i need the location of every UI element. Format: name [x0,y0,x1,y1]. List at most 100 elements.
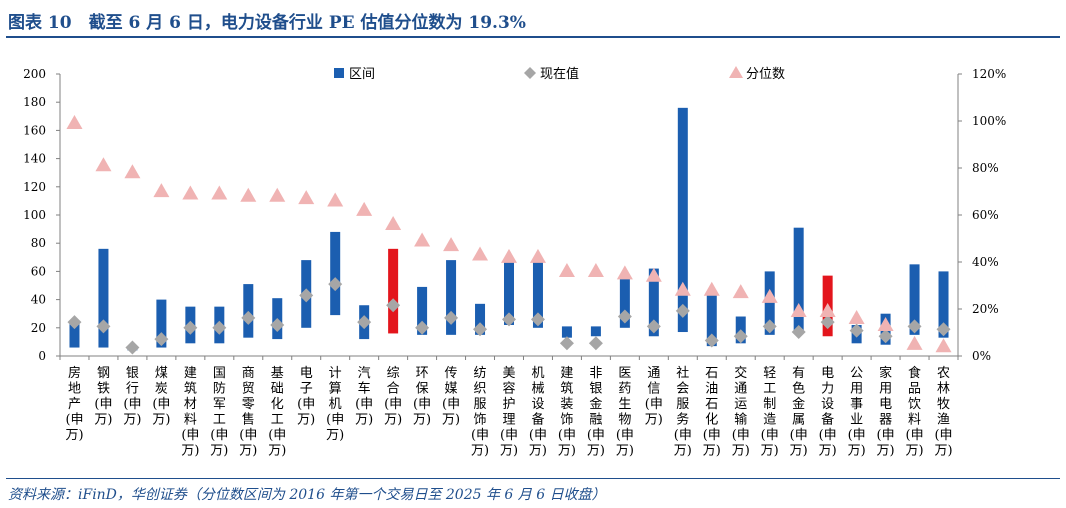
range-bar [330,231,341,316]
range-bar [938,271,949,338]
x-category-label: 美容护理(申万) [500,366,518,459]
current-value-diamond [820,315,835,330]
source-note: 资料来源：iFinD，华创证券（分位数区间为 2016 年第一个交易日至 202… [8,487,606,503]
x-category-label: 钢铁(申万) [94,366,112,428]
range-bar [561,326,572,338]
x-category-label: 机械设备(申万) [529,366,547,459]
range-bar [619,277,630,328]
current-value-diamond [241,310,256,325]
x-category-label: 有色金属(申万) [790,366,808,459]
current-value-diamond [530,312,545,327]
x-category-label: 电子(申万) [297,366,315,428]
current-value-diamond [704,333,719,348]
legend-range-swatch [334,68,344,78]
y-left-tick-label: 160 [23,123,46,137]
x-category-label: 建筑装饰(申万) [558,366,576,459]
range-bar [677,107,688,333]
current-value-diamond [183,320,198,335]
range-bar [98,248,109,348]
percentile-triangle [501,248,517,263]
percentile-triangle [732,284,749,299]
current-value-diamond [386,298,401,313]
percentile-triangle [790,302,807,317]
current-value-diamond [762,319,777,334]
footer-rule [6,478,1060,479]
x-category-label: 计算机(申万) [326,366,344,443]
pe-valuation-chart: 0 20 40 60 80 100 120 140 160 180 200 0% 20% 40% 60% 80… [23,66,1006,459]
percentile-triangle [66,114,83,129]
x-category-label: 基础化工(申万) [268,366,286,459]
x-category-label: 汽车(申万) [355,366,373,428]
percentile-triangle [443,237,460,252]
y-right-tick-label: 120% [972,67,1006,81]
current-value-diamond [559,336,574,351]
percentile-triangle [327,192,344,207]
current-value-diamond [473,322,488,337]
range-bar [475,303,486,335]
x-category-label: 传媒(申万) [442,366,460,428]
percentile-triangle [674,281,691,296]
y-left-tick-label: 120 [23,180,46,194]
y-left-tick-label: 0 [38,349,46,363]
percentile-triangle [761,288,778,303]
y-right-tick-label: 40% [972,255,999,269]
y-right-tick-label: 80% [972,161,999,175]
y-left-tick-label: 40 [31,293,46,307]
x-category-label: 医药生物(申万) [616,366,634,459]
x-category-label: 商贸零售(申万) [239,366,257,459]
range-bar [648,268,659,337]
percentile-triangle [472,246,489,261]
y-right-tick-label: 0% [972,349,991,363]
x-category-label: 综合(申万) [384,366,402,428]
percentile-triangle [298,190,315,205]
x-category-label: 社会服务(申万) [674,365,692,459]
category-labels: 房地产(申万) 钢铁(申万) 银行(申万) 煤炭(申万) 建筑材料(申万) 国防军工(申万… [65,365,952,459]
range-bar [417,286,428,335]
x-category-label: 建筑材料(申万) [181,366,199,459]
current-value-diamond [299,288,314,303]
legend-percentile-swatch [729,66,743,78]
current-value-diamond [125,340,140,355]
legend-current-swatch [524,67,536,79]
percentile-triangle [935,338,952,353]
current-value-diamond [936,322,951,337]
range-bar [764,271,775,335]
current-value-diamond [646,319,661,334]
percentile-triangle [558,263,575,277]
y-left-tick-label: 180 [23,95,46,109]
x-category-label: 环保(申万) [413,366,431,428]
current-value-diamond [617,309,632,324]
current-value-diamond [212,320,227,335]
percentile-triangle [819,302,836,317]
percentile-triangle [240,187,257,202]
percentile-triangle [848,310,865,324]
percentile-triangle [153,183,170,198]
y-right-tick-label: 60% [972,208,999,222]
x-category-label: 国防军工(申万) [210,366,228,459]
x-category-label: 轻工制造(申万) [761,366,779,459]
range-bar [590,326,601,337]
x-category-label: 房地产(申万) [65,365,83,443]
range-bar [446,260,457,335]
legend-range-label: 区间 [349,67,375,82]
current-value-diamond [733,329,748,344]
percentile-triangle [877,317,894,332]
range-bar [793,227,804,334]
percentile-triangle [211,185,228,200]
range-bar [243,284,254,338]
y-left-tick-label: 80 [31,236,46,250]
range-bar [706,292,717,347]
x-category-label: 家用电器(申万) [877,365,895,459]
chart-title: 图表 10 截至 6 月 6 日，电力设备行业 PE 估值分位数为 19.3% [8,13,526,33]
range-bar [69,322,80,348]
x-category-label: 食品饮料(申万) [906,365,924,459]
y-left-tick-label: 100 [23,208,46,222]
range-bar [909,264,920,335]
percentile-triangle [906,335,923,350]
current-value-diamond [675,303,690,318]
current-value-diamond [588,336,603,351]
y-left-tick-label: 200 [23,67,46,81]
chart-header: 图表 10 截至 6 月 6 日，电力设备行业 PE 估值分位数为 19.3% [6,4,1060,38]
current-value-diamond [154,332,169,347]
range-bar [156,299,167,348]
